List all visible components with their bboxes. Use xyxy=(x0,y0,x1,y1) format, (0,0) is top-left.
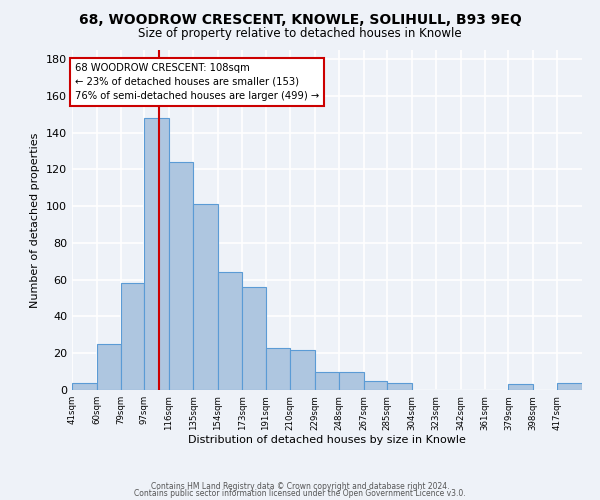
Bar xyxy=(364,381,387,390)
Bar xyxy=(508,384,533,390)
Bar xyxy=(315,372,339,390)
Bar xyxy=(169,162,193,390)
Bar xyxy=(72,382,97,390)
Bar xyxy=(387,382,412,390)
Bar xyxy=(97,344,121,390)
Bar xyxy=(557,382,582,390)
Bar xyxy=(121,284,145,390)
Text: 68 WOODROW CRESCENT: 108sqm
← 23% of detached houses are smaller (153)
76% of se: 68 WOODROW CRESCENT: 108sqm ← 23% of det… xyxy=(74,63,319,101)
Text: Contains public sector information licensed under the Open Government Licence v3: Contains public sector information licen… xyxy=(134,489,466,498)
Y-axis label: Number of detached properties: Number of detached properties xyxy=(31,132,40,308)
Bar xyxy=(290,350,315,390)
X-axis label: Distribution of detached houses by size in Knowle: Distribution of detached houses by size … xyxy=(188,436,466,446)
Text: 68, WOODROW CRESCENT, KNOWLE, SOLIHULL, B93 9EQ: 68, WOODROW CRESCENT, KNOWLE, SOLIHULL, … xyxy=(79,12,521,26)
Bar xyxy=(193,204,218,390)
Bar xyxy=(218,272,242,390)
Bar xyxy=(145,118,169,390)
Bar xyxy=(339,372,364,390)
Text: Size of property relative to detached houses in Knowle: Size of property relative to detached ho… xyxy=(138,28,462,40)
Bar xyxy=(242,287,266,390)
Text: Contains HM Land Registry data © Crown copyright and database right 2024.: Contains HM Land Registry data © Crown c… xyxy=(151,482,449,491)
Bar xyxy=(266,348,290,390)
